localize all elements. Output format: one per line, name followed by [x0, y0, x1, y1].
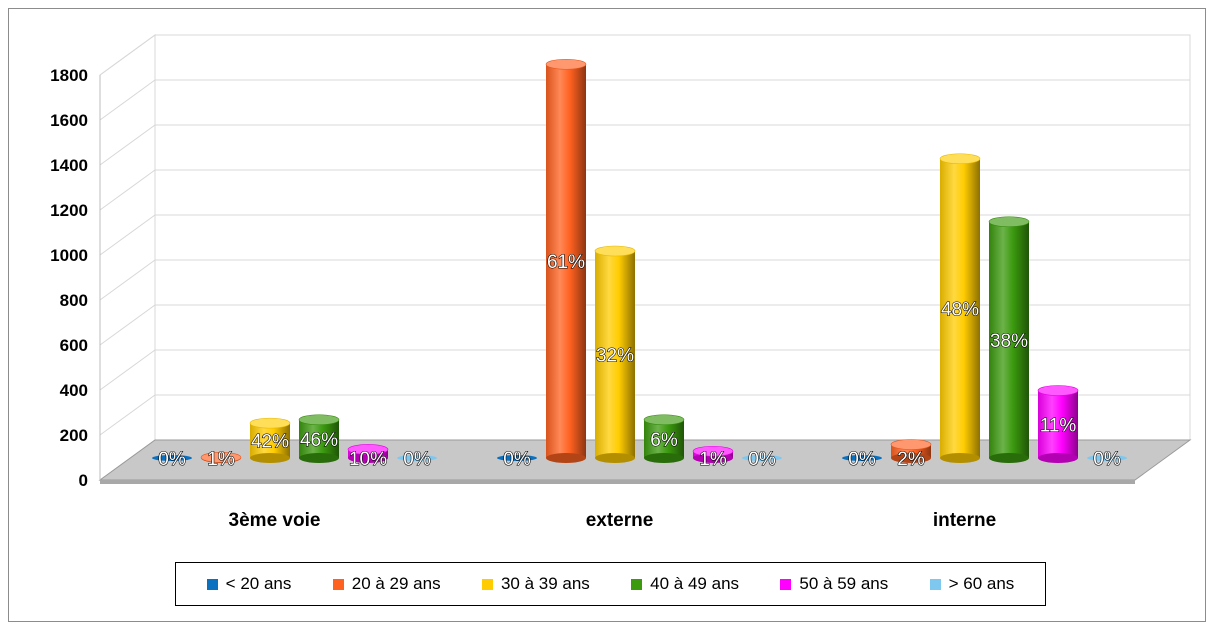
bar: [890, 439, 932, 463]
bar: [643, 414, 685, 463]
legend-item: 40 à 49 ans: [631, 574, 739, 594]
legend-item: 30 à 39 ans: [481, 574, 590, 594]
gridline: [99, 259, 1190, 301]
y-tick-label: 800: [60, 291, 88, 310]
legend-label: 20 à 29 ans: [351, 574, 441, 593]
legend-item: < 20 ans: [206, 574, 292, 594]
x-category-label: 3ème voie: [229, 510, 321, 531]
gridline: [99, 124, 1190, 166]
gridline: [99, 349, 1190, 391]
bar: [742, 455, 782, 461]
gridline: [99, 304, 1190, 346]
bar: [152, 455, 192, 461]
x-category-label: interne: [933, 510, 996, 531]
gridline: [99, 169, 1190, 211]
data-label: 10%: [349, 449, 387, 470]
data-labels: 0% 1% 42% 46% 10% 0% 0% 61% 32% 6% 1% 0% 0% 2% 48% 38% 1…: [158, 252, 1122, 471]
legend-label: > 60 ans: [948, 574, 1015, 593]
legend-item: 20 à 29 ans: [332, 574, 441, 594]
data-label: 0%: [848, 449, 876, 470]
legend-label: 40 à 49 ans: [650, 574, 740, 593]
legend-item: > 60 ans: [929, 574, 1015, 594]
y-axis-ticks: 0 200 400 600 800 1000 1200 1400 1600 1800: [50, 66, 88, 490]
bar: [842, 455, 882, 461]
gridline: [99, 214, 1190, 256]
bar: [1037, 385, 1079, 463]
y-tick-label: 600: [60, 336, 88, 355]
y-tick-label: 400: [60, 381, 88, 400]
bar: [545, 58, 587, 463]
legend-item: 50 à 59 ans: [780, 574, 888, 594]
data-label: 0%: [1093, 449, 1121, 470]
y-tick-label: 1400: [50, 156, 88, 175]
floor-edge: [100, 480, 1135, 484]
y-tick-label: 1600: [50, 111, 88, 130]
bar: [497, 455, 537, 461]
data-label: 0%: [748, 449, 776, 470]
bar: [692, 445, 734, 463]
bar: [988, 216, 1030, 463]
legend-swatch: [332, 578, 344, 590]
y-tick-label: 1200: [50, 201, 88, 220]
gridline: [99, 34, 1190, 76]
gridline: [99, 79, 1190, 121]
data-label: 1%: [207, 449, 235, 470]
data-label: 0%: [158, 449, 186, 470]
x-category-label: externe: [586, 510, 654, 531]
bar: [397, 455, 437, 461]
bars: [152, 58, 1127, 463]
legend-label: 30 à 39 ans: [500, 574, 590, 593]
side-wall: [99, 34, 156, 481]
legend: < 20 ans 20 à 29 ans 30 à 39 ans 40 à 49 an…: [175, 562, 1046, 606]
y-tick-label: 200: [60, 426, 88, 445]
bar: [594, 245, 636, 463]
legend-label: < 20 ans: [225, 574, 292, 593]
bar: [347, 444, 389, 463]
data-label: 61%: [547, 252, 585, 273]
bar: [249, 417, 291, 463]
data-label: 6%: [650, 430, 678, 451]
legend-swatch: [631, 578, 643, 590]
data-label: 11%: [1040, 415, 1077, 436]
back-wall: [154, 34, 1191, 441]
data-label: 0%: [403, 449, 431, 470]
y-tick-label: 0: [79, 471, 88, 490]
gridline: [99, 394, 1190, 436]
data-label: 0%: [503, 449, 531, 470]
data-label: 32%: [596, 346, 634, 367]
legend-swatch: [481, 578, 493, 590]
y-tick-label: 1000: [50, 246, 88, 265]
data-label: 2%: [897, 449, 925, 470]
data-label: 1%: [699, 449, 727, 470]
x-axis-categories: 3ème voie externe interne: [229, 510, 997, 531]
legend-swatch: [780, 578, 792, 590]
legend-swatch: [206, 578, 218, 590]
legend-swatch: [929, 578, 941, 590]
bar: [939, 153, 981, 463]
bar: [200, 452, 242, 463]
data-label: 46%: [300, 430, 338, 451]
legend-label: 50 à 59 ans: [799, 574, 889, 593]
bar: [298, 414, 340, 463]
bar: [1087, 455, 1127, 461]
chart-walls: [98, 34, 1192, 484]
data-label: 38%: [990, 331, 1028, 352]
data-label: 48%: [941, 299, 979, 320]
y-tick-label: 1800: [50, 66, 88, 85]
data-label: 42%: [251, 432, 289, 453]
